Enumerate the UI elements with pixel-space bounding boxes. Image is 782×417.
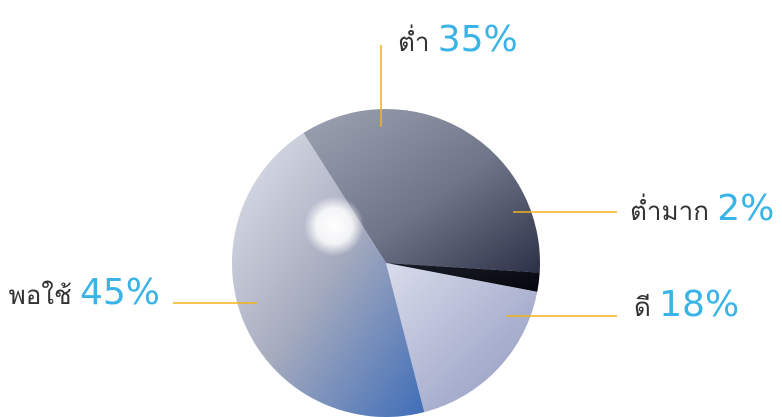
label-name-low: ต่ำ bbox=[398, 24, 438, 58]
label-value-very-low: 2% bbox=[717, 188, 774, 229]
label-name-very-low: ต่ำมาก bbox=[630, 193, 717, 227]
label-low: ต่ำ 35% bbox=[398, 19, 518, 60]
pie-highlight bbox=[304, 196, 364, 256]
slice-fair bbox=[232, 132, 425, 417]
label-value-low: 35% bbox=[438, 19, 518, 60]
label-value-good: 18% bbox=[659, 284, 739, 325]
label-name-fair: พอใช้ bbox=[9, 281, 80, 311]
pie-labels: ต่ำ 35% ต่ำมาก 2% ดี 18% พอใช้ 45% bbox=[9, 19, 775, 325]
label-fair: พอใช้ 45% bbox=[9, 272, 160, 313]
label-good: ดี 18% bbox=[634, 284, 739, 325]
slice-low bbox=[303, 108, 541, 273]
slice-good bbox=[386, 263, 538, 413]
label-very-low: ต่ำมาก 2% bbox=[630, 188, 774, 229]
label-value-fair: 45% bbox=[80, 272, 160, 313]
pie-slices bbox=[232, 108, 541, 417]
slice-very-low bbox=[386, 263, 540, 292]
label-name-good: ดี bbox=[634, 293, 659, 323]
